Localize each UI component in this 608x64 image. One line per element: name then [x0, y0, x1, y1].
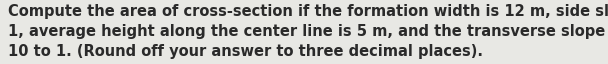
Text: Compute the area of cross-section if the formation width is 12 m, side slopes ar: Compute the area of cross-section if the… — [8, 4, 608, 59]
